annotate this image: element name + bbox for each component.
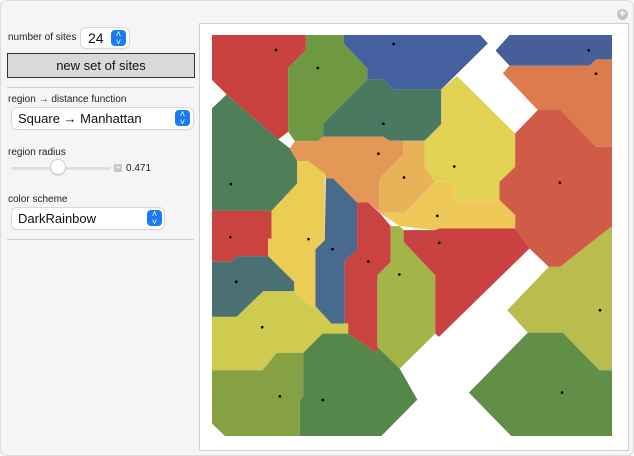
expand-plus-icon[interactable]: + bbox=[114, 163, 122, 172]
site-point bbox=[229, 182, 233, 186]
voronoi-region bbox=[502, 59, 612, 147]
voronoi-region bbox=[499, 110, 612, 267]
voronoi-region bbox=[212, 35, 306, 140]
voronoi-region bbox=[212, 256, 295, 317]
site-point bbox=[558, 181, 562, 185]
site-point bbox=[560, 391, 564, 394]
site-point bbox=[321, 398, 325, 402]
voronoi-region bbox=[212, 352, 304, 436]
site-point bbox=[228, 235, 232, 239]
number-of-sites-value: 24 bbox=[88, 30, 104, 46]
chevron-updown-icon[interactable]: ˄ ˅ bbox=[147, 210, 162, 227]
slider-thumb[interactable] bbox=[51, 160, 66, 174]
voronoi-region bbox=[424, 76, 516, 201]
color-scheme-value: DarkRainbow bbox=[18, 211, 97, 226]
site-point bbox=[367, 260, 370, 263]
site-point bbox=[452, 165, 456, 168]
voronoi-region bbox=[212, 291, 349, 371]
color-scheme-label: color scheme bbox=[8, 194, 68, 205]
site-point bbox=[398, 273, 401, 276]
site-point bbox=[598, 308, 602, 312]
site-point bbox=[260, 325, 264, 329]
voronoi-region bbox=[289, 136, 404, 212]
number-of-sites-label: number of sites bbox=[8, 32, 77, 43]
site-point bbox=[331, 247, 334, 251]
site-point bbox=[594, 72, 598, 76]
site-point bbox=[307, 237, 310, 241]
voronoi-region bbox=[212, 210, 272, 262]
add-icon[interactable]: + bbox=[617, 9, 628, 20]
voronoi-region bbox=[212, 94, 298, 211]
voronoi-plot bbox=[212, 35, 612, 436]
site-point bbox=[377, 152, 380, 156]
region-radius-label: region radius bbox=[8, 147, 66, 158]
distance-function-value: Square → Manhattan bbox=[18, 111, 142, 126]
site-point bbox=[274, 48, 278, 52]
voronoi-region bbox=[495, 35, 612, 66]
site-point bbox=[587, 49, 591, 52]
new-set-of-sites-button[interactable]: new set of sites bbox=[7, 53, 195, 78]
voronoi-region bbox=[507, 226, 612, 371]
color-scheme-select[interactable]: DarkRainbow ˄ ˅ bbox=[12, 208, 164, 229]
voronoi-region bbox=[323, 79, 442, 141]
region-radius-value: 0.471 bbox=[126, 163, 152, 174]
voronoi-region bbox=[403, 228, 530, 337]
voronoi-region bbox=[468, 332, 612, 436]
voronoi-region bbox=[299, 333, 418, 436]
voronoi-region bbox=[377, 226, 436, 369]
site-point bbox=[234, 280, 238, 284]
site-point bbox=[278, 394, 282, 398]
voronoi-region bbox=[379, 181, 516, 231]
voronoi-region bbox=[315, 178, 358, 324]
voronoi-region bbox=[343, 35, 488, 90]
distance-function-select[interactable]: Square → Manhattan ˄ ˅ bbox=[12, 108, 193, 129]
divider bbox=[7, 87, 194, 88]
divider bbox=[7, 239, 194, 240]
site-point bbox=[435, 214, 439, 218]
chevron-updown-icon[interactable]: ˄ ˅ bbox=[175, 110, 190, 127]
voronoi-region bbox=[268, 161, 325, 307]
site-point bbox=[316, 66, 320, 70]
site-point bbox=[392, 42, 396, 46]
voronoi-region bbox=[288, 35, 368, 142]
site-point bbox=[402, 176, 406, 179]
distance-function-label: region → distance function bbox=[8, 94, 127, 105]
site-point bbox=[437, 241, 441, 245]
voronoi-region bbox=[379, 140, 435, 213]
site-point bbox=[382, 122, 385, 126]
chevron-updown-icon[interactable]: ˄ ˅ bbox=[111, 30, 126, 47]
voronoi-region bbox=[344, 202, 391, 354]
number-of-sites-select[interactable]: 24 ˄ ˅ bbox=[81, 28, 129, 48]
